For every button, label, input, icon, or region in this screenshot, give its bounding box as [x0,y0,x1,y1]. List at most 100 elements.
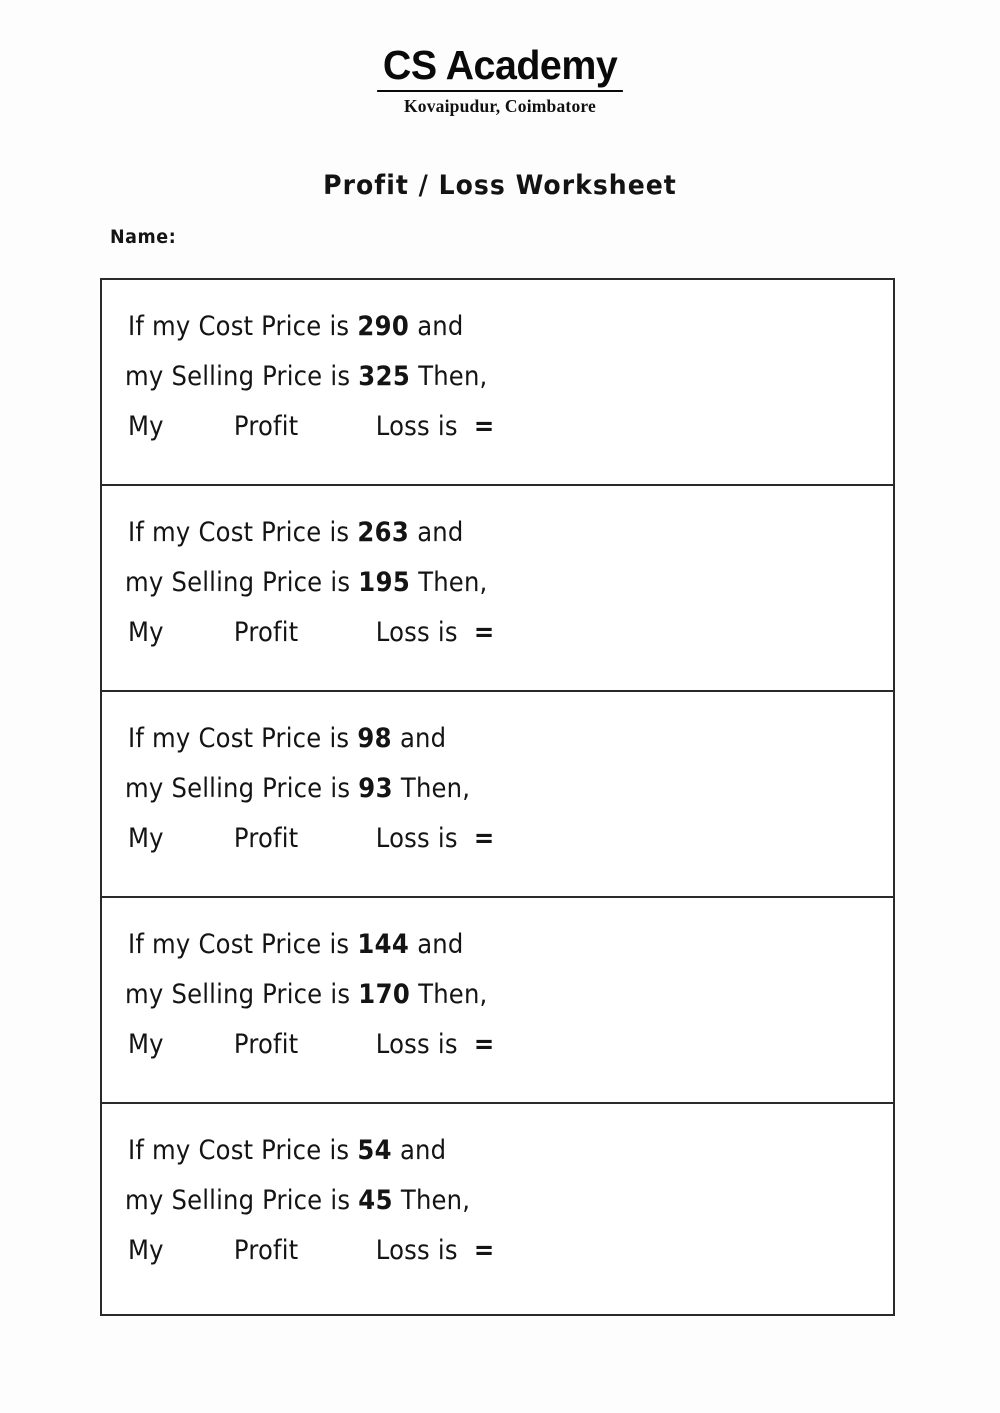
phrase-my-capital: My [128,823,164,854]
cost-price-value: 98 [357,723,392,754]
phrase-cost-price: Cost Price [198,929,322,960]
phrase-my-capital: My [128,617,164,648]
phrase-cost-price: Cost Price [198,311,322,342]
question-box: If my Cost Price is 98 and my Selling Price is… [102,692,893,898]
phrase-if-my: If my [128,1135,191,1166]
question-line-selling-price: my Selling Price is 93 Then, [125,764,816,814]
phrase-my: my [125,567,164,598]
question-line-answer: My Profit Loss is = [128,814,817,864]
question-box: If my Cost Price is 263 and my Selling Price i… [102,486,893,692]
phrase-is: is [330,361,351,392]
phrase-cost-price: Cost Price [198,723,322,754]
phrase-loss: Loss [375,1029,430,1060]
question-list: If my Cost Price is 290 and my Selling Price i… [100,278,895,1316]
name-field-row: Name: [110,226,177,248]
phrase-and: and [399,1135,447,1166]
name-label: Name: [110,226,177,248]
phrase-loss: Loss [375,411,430,442]
question-line-selling-price: my Selling Price is 195 Then, [125,558,816,608]
phrase-is: is [329,929,350,960]
question-box: If my Cost Price is 54 and my Selling Price is… [102,1104,893,1316]
phrase-is: is [437,411,458,442]
question-line-cost-price: If my Cost Price is 144 and [128,920,817,970]
question-line-answer: My Profit Loss is = [128,402,817,452]
phrase-is: is [330,979,351,1010]
phrase-loss: Loss [375,1235,430,1266]
phrase-if-my: If my [128,723,191,754]
selling-price-value: 45 [358,1185,393,1216]
phrase-is: is [329,723,350,754]
phrase-is: is [329,517,350,548]
cost-price-value: 263 [357,517,410,548]
phrase-my-capital: My [128,1029,164,1060]
phrase-selling-price: Selling Price [171,567,323,598]
phrase-then: Then, [400,773,471,804]
phrase-is: is [329,311,350,342]
question-line-answer: My Profit Loss is = [128,608,817,658]
question-line-selling-price: my Selling Price is 45 Then, [125,1176,816,1226]
selling-price-value: 93 [358,773,393,804]
phrase-then: Then, [418,979,488,1010]
school-logo-name: CS Academy [377,43,623,93]
question-box: If my Cost Price is 290 and my Selling Price i… [102,280,893,486]
phrase-is: is [437,1235,458,1266]
phrase-profit: Profit [233,823,299,854]
phrase-cost-price: Cost Price [198,517,322,548]
phrase-and: and [399,723,447,754]
phrase-my: my [125,773,164,804]
question-line-cost-price: If my Cost Price is 263 and [128,508,817,558]
equals-sign: = [473,1235,495,1266]
phrase-loss: Loss [375,823,430,854]
phrase-my-capital: My [128,1235,164,1266]
selling-price-value: 325 [358,361,411,392]
phrase-cost-price: Cost Price [198,1135,322,1166]
equals-sign: = [473,411,495,442]
phrase-selling-price: Selling Price [171,1185,323,1216]
phrase-selling-price: Selling Price [171,361,323,392]
equals-sign: = [473,823,495,854]
phrase-selling-price: Selling Price [171,979,323,1010]
phrase-loss: Loss [375,617,430,648]
phrase-and: and [417,311,464,342]
question-box: If my Cost Price is 144 and my Selling Price i… [102,898,893,1104]
phrase-then: Then, [418,361,488,392]
phrase-is: is [437,617,458,648]
phrase-and: and [417,517,464,548]
question-line-selling-price: my Selling Price is 170 Then, [125,970,816,1020]
question-line-answer: My Profit Loss is = [128,1020,817,1070]
phrase-selling-price: Selling Price [171,773,323,804]
phrase-if-my: If my [128,311,191,342]
phrase-is: is [329,1135,350,1166]
question-line-cost-price: If my Cost Price is 290 and [128,302,817,352]
selling-price-value: 195 [358,567,411,598]
phrase-is: is [437,823,458,854]
cost-price-value: 144 [357,929,410,960]
phrase-is: is [330,567,351,598]
phrase-my: my [125,361,164,392]
phrase-my-capital: My [128,411,164,442]
phrase-if-my: If my [128,517,191,548]
phrase-my: my [125,1185,164,1216]
phrase-is: is [437,1029,458,1060]
school-location: Kovaipudur, Coimbatore [403,96,597,117]
question-line-answer: My Profit Loss is = [128,1226,817,1276]
equals-sign: = [473,1029,495,1060]
phrase-is: is [330,1185,351,1216]
cost-price-value: 290 [357,311,410,342]
phrase-profit: Profit [233,617,299,648]
question-line-selling-price: my Selling Price is 325 Then, [125,352,816,402]
phrase-then: Then, [418,567,488,598]
question-line-cost-price: If my Cost Price is 54 and [128,1126,817,1176]
phrase-profit: Profit [233,1235,299,1266]
equals-sign: = [473,617,495,648]
letterhead: CS Academy Kovaipudur, Coimbatore [0,43,1000,117]
phrase-is: is [330,773,351,804]
phrase-and: and [417,929,464,960]
phrase-if-my: If my [128,929,191,960]
selling-price-value: 170 [358,979,411,1010]
phrase-my: my [125,979,164,1010]
question-line-cost-price: If my Cost Price is 98 and [128,714,817,764]
page-title: Profit / Loss Worksheet [323,170,677,201]
phrase-profit: Profit [233,411,299,442]
